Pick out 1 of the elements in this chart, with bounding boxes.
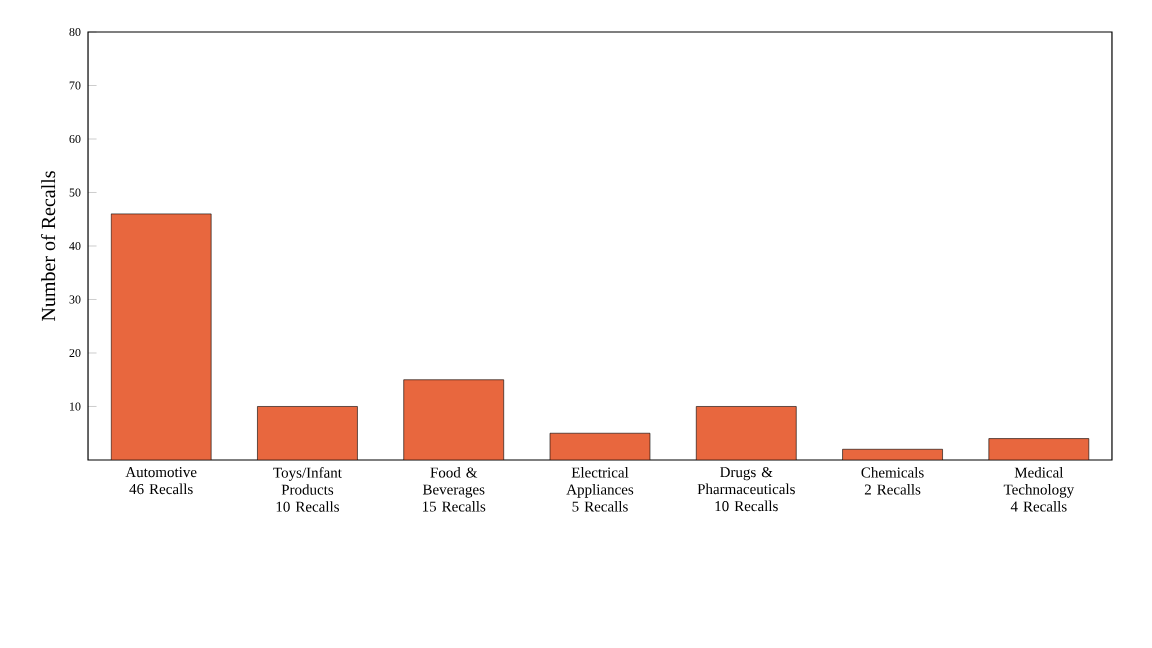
y-axis-title: Number of Recalls — [40, 171, 56, 321]
